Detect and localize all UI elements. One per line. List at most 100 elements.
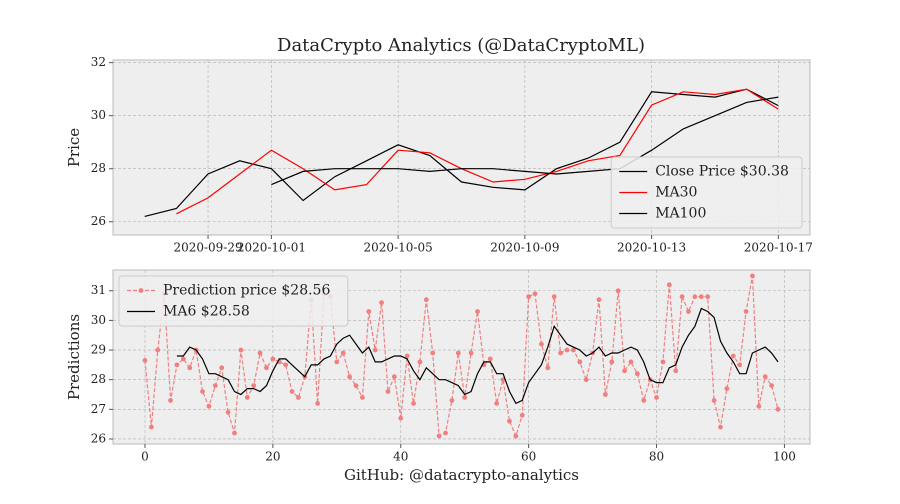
x-tick-label: 2020-10-05	[364, 241, 433, 255]
x-tick-label: 80	[649, 450, 664, 464]
data-point	[334, 359, 340, 365]
data-point	[244, 395, 250, 400]
data-point	[756, 403, 762, 409]
data-point	[634, 371, 640, 377]
data-point	[283, 362, 289, 368]
x-tick-label: 0	[141, 450, 149, 464]
data-point	[430, 350, 436, 356]
data-point	[270, 356, 276, 362]
data-point	[698, 294, 704, 300]
data-point	[475, 309, 480, 314]
y-tick-label: 30	[91, 313, 106, 327]
data-point	[366, 309, 372, 314]
y-tick-label: 31	[91, 283, 106, 297]
data-point	[718, 424, 723, 430]
data-point	[264, 365, 269, 371]
data-point	[359, 395, 365, 400]
x-tick-label: 2020-09-29	[173, 241, 242, 255]
data-point	[494, 400, 500, 406]
data-point	[385, 389, 391, 394]
y-tick-label: 30	[91, 108, 106, 122]
data-point	[737, 362, 743, 368]
data-point	[187, 365, 193, 371]
legend-label: Close Price $30.38	[655, 164, 789, 180]
data-point	[449, 398, 455, 403]
data-point	[238, 347, 244, 353]
data-point	[692, 294, 698, 300]
data-point	[539, 341, 544, 347]
data-point	[660, 359, 666, 365]
data-point	[347, 374, 352, 380]
data-point	[379, 300, 384, 306]
data-point	[673, 368, 679, 374]
y-tick-label: 26	[91, 214, 106, 228]
data-point	[443, 430, 448, 436]
y-tick-label: 29	[91, 343, 106, 357]
data-point	[724, 386, 730, 391]
data-point	[641, 398, 647, 403]
data-point	[200, 389, 205, 394]
y-tick-label: 26	[91, 431, 106, 445]
x-tick-label: 2020-10-09	[490, 241, 559, 255]
series-line	[176, 307, 779, 405]
legend-box	[610, 156, 803, 229]
data-point	[289, 389, 295, 394]
data-point	[705, 294, 711, 300]
data-point	[571, 347, 576, 353]
data-point	[532, 291, 538, 297]
data-point	[391, 374, 397, 380]
data-point	[168, 398, 173, 403]
data-point	[417, 359, 423, 365]
data-point	[251, 383, 257, 389]
data-point	[404, 353, 410, 359]
data-point	[558, 350, 564, 356]
legend-marker	[138, 288, 144, 293]
data-point	[609, 359, 615, 365]
x-tick-label: 2020-10-01	[237, 241, 306, 255]
data-point	[769, 383, 775, 389]
legend-label: MA100	[655, 206, 706, 222]
data-point	[315, 400, 321, 406]
figure-title: DataCrypto Analytics (@DataCryptoML)	[277, 35, 645, 56]
x-tick-label: 100	[773, 450, 796, 464]
data-point	[462, 395, 468, 400]
data-point	[679, 294, 685, 300]
data-point	[436, 433, 442, 439]
x-tick-label: 20	[265, 450, 280, 464]
legend-label: Prediction price $28.56	[163, 283, 330, 299]
data-point	[455, 350, 461, 356]
y-tick-label: 28	[91, 161, 106, 175]
data-point	[596, 297, 602, 303]
data-point	[564, 347, 570, 353]
y-tick-label: 32	[91, 55, 106, 69]
data-point	[686, 309, 691, 314]
data-point	[219, 365, 225, 371]
data-point	[622, 368, 627, 374]
data-point	[212, 383, 218, 389]
data-point	[180, 356, 186, 362]
data-point	[602, 392, 608, 397]
y-tick-label: 27	[91, 402, 106, 416]
data-point	[296, 395, 301, 400]
series-line	[144, 88, 779, 217]
data-point	[615, 288, 621, 294]
data-point	[398, 415, 404, 421]
data-point	[148, 424, 154, 430]
y-axis-label: Predictions	[65, 314, 83, 400]
x-tick-label: 2020-10-13	[617, 241, 686, 255]
data-point	[423, 297, 429, 303]
legend-box	[118, 275, 349, 327]
data-point	[225, 409, 231, 415]
legend-label: MA6 $28.58	[163, 304, 250, 320]
data-point	[468, 350, 474, 356]
data-point	[257, 350, 263, 356]
data-point	[577, 359, 583, 365]
data-point	[411, 400, 416, 406]
data-point	[743, 309, 749, 314]
series-line	[144, 275, 779, 438]
data-point	[519, 412, 525, 418]
data-point	[551, 294, 557, 300]
data-point	[711, 398, 717, 403]
series-line	[271, 96, 779, 186]
